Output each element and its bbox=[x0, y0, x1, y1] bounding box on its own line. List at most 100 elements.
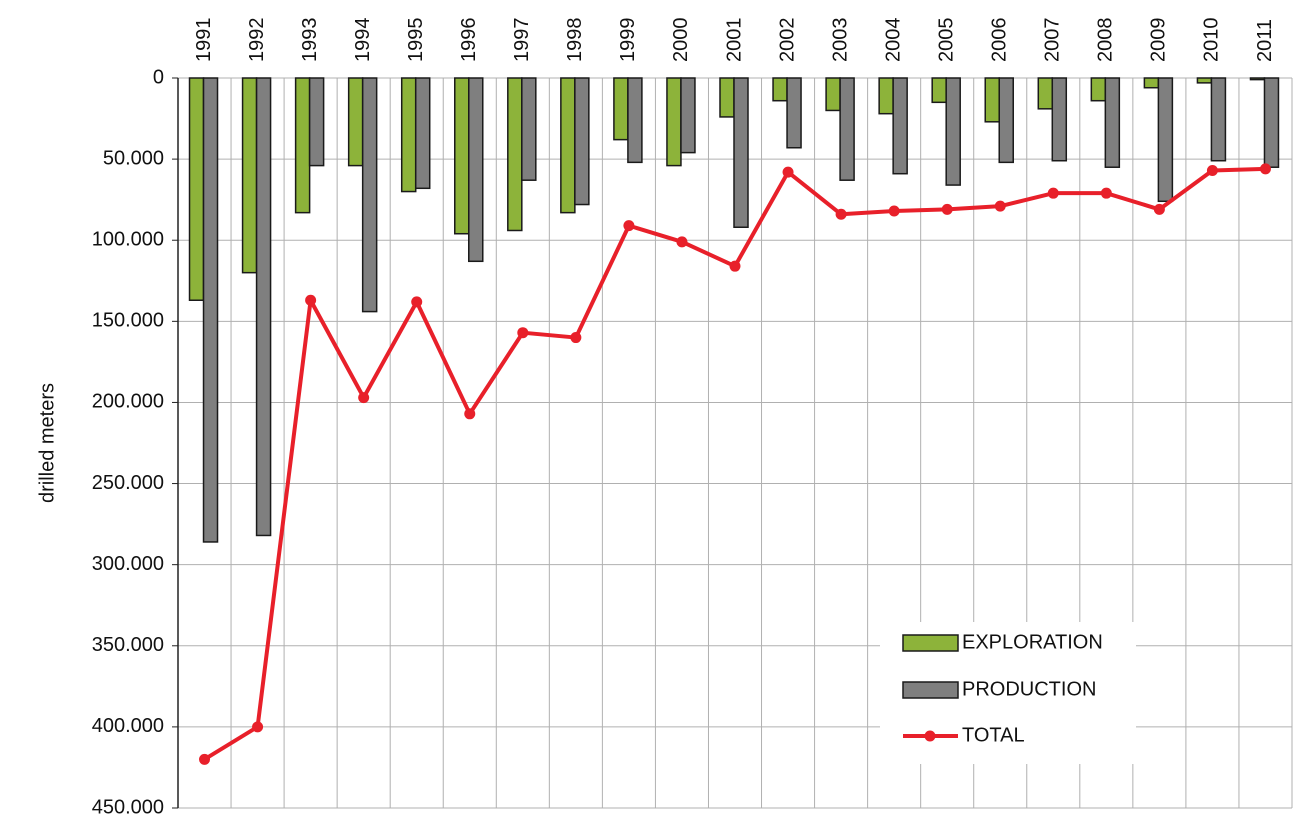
x-tick-label: 1996 bbox=[458, 18, 480, 63]
legend-swatch bbox=[902, 681, 959, 699]
bar bbox=[308, 77, 325, 167]
y-tick-label: 450.000 bbox=[92, 796, 164, 818]
line-marker bbox=[835, 208, 847, 220]
x-tick-label: 2011 bbox=[1254, 19, 1276, 62]
line-marker bbox=[517, 327, 529, 339]
bar bbox=[666, 77, 682, 167]
bar bbox=[468, 77, 484, 263]
bar bbox=[825, 77, 841, 112]
y-tick-label: 50.000 bbox=[103, 147, 164, 169]
bar bbox=[719, 77, 735, 118]
bar bbox=[945, 77, 961, 186]
line-marker bbox=[1206, 164, 1218, 176]
line-marker bbox=[941, 203, 953, 215]
line-marker bbox=[888, 205, 900, 217]
x-tick-label: 1994 bbox=[352, 18, 374, 63]
y-tick-label: 250.000 bbox=[92, 472, 164, 494]
bar bbox=[786, 77, 802, 149]
bar bbox=[1037, 77, 1054, 110]
line-marker bbox=[570, 332, 582, 344]
x-tick-label: 2003 bbox=[829, 18, 851, 63]
y-tick-label: 100.000 bbox=[92, 229, 164, 251]
line-marker bbox=[411, 296, 423, 308]
line-marker bbox=[305, 294, 317, 306]
bar bbox=[892, 77, 908, 175]
line-marker bbox=[782, 166, 794, 178]
line-marker bbox=[358, 392, 370, 404]
bar bbox=[507, 77, 523, 232]
bar bbox=[733, 77, 749, 228]
x-tick-label: 1997 bbox=[511, 18, 533, 63]
x-tick-label: 2004 bbox=[882, 18, 904, 63]
bar bbox=[400, 77, 417, 193]
y-tick-label: 350.000 bbox=[92, 634, 164, 656]
x-tick-label: 2007 bbox=[1042, 18, 1064, 63]
bar bbox=[521, 77, 537, 181]
line-marker bbox=[464, 408, 476, 420]
line-marker bbox=[252, 721, 264, 733]
bar bbox=[414, 77, 431, 190]
line-marker bbox=[676, 236, 688, 248]
x-tick-label: 2002 bbox=[776, 18, 798, 63]
x-tick-label: 1995 bbox=[405, 18, 427, 63]
x-tick-label: 2009 bbox=[1148, 18, 1170, 63]
bar bbox=[1051, 77, 1068, 162]
legend-label: PRODUCTION bbox=[962, 678, 1096, 700]
y-tick-label: 0 bbox=[153, 66, 164, 88]
bar bbox=[255, 77, 272, 537]
line-marker bbox=[1259, 163, 1271, 175]
y-tick-label: 300.000 bbox=[92, 553, 164, 575]
bar bbox=[1263, 77, 1280, 168]
legend-label: TOTAL bbox=[962, 724, 1025, 746]
x-tick-label: 2008 bbox=[1095, 18, 1117, 63]
line-marker bbox=[199, 753, 211, 765]
bar bbox=[361, 77, 378, 313]
bar bbox=[347, 77, 364, 167]
bar bbox=[1157, 77, 1174, 203]
x-tick-label: 2001 bbox=[723, 18, 745, 63]
y-tick-label: 200.000 bbox=[92, 391, 164, 413]
x-tick-label: 2006 bbox=[989, 18, 1011, 62]
bar bbox=[574, 77, 590, 206]
bar bbox=[202, 77, 219, 543]
bar bbox=[241, 77, 258, 274]
bar bbox=[188, 77, 205, 301]
line-marker bbox=[729, 260, 741, 272]
legend-swatch bbox=[902, 634, 959, 652]
bar bbox=[1249, 77, 1266, 81]
bar bbox=[1104, 77, 1121, 168]
line-marker bbox=[1100, 187, 1112, 199]
x-tick-label: 1991 bbox=[193, 18, 215, 63]
line-marker bbox=[994, 200, 1006, 212]
bar bbox=[1143, 77, 1160, 89]
bar bbox=[772, 77, 788, 102]
bar bbox=[560, 77, 576, 214]
y-tick-label: 400.000 bbox=[92, 715, 164, 737]
bar bbox=[627, 77, 643, 164]
legend-label: EXPLORATION bbox=[962, 631, 1103, 653]
legend-swatch-marker bbox=[924, 730, 936, 742]
y-axis-label: drilled meters bbox=[36, 383, 58, 503]
x-tick-label: 1992 bbox=[246, 18, 268, 63]
x-tick-label: 1998 bbox=[564, 18, 586, 63]
x-tick-label: 2005 bbox=[935, 18, 957, 63]
x-tick-label: 2000 bbox=[670, 18, 692, 63]
x-tick-label: 1999 bbox=[617, 18, 639, 63]
line-marker bbox=[623, 220, 635, 232]
bar bbox=[839, 77, 855, 181]
bar bbox=[680, 77, 696, 154]
bar bbox=[931, 77, 947, 104]
bar bbox=[613, 77, 629, 141]
bar bbox=[878, 77, 894, 115]
bar bbox=[984, 77, 1000, 123]
x-tick-label: 1993 bbox=[299, 18, 321, 63]
x-tick-label: 2010 bbox=[1201, 18, 1223, 63]
line-marker bbox=[1153, 203, 1165, 215]
line-marker bbox=[1047, 187, 1059, 199]
bar bbox=[294, 77, 311, 214]
bar bbox=[454, 77, 470, 235]
bar bbox=[1210, 77, 1227, 162]
bar bbox=[998, 77, 1014, 164]
